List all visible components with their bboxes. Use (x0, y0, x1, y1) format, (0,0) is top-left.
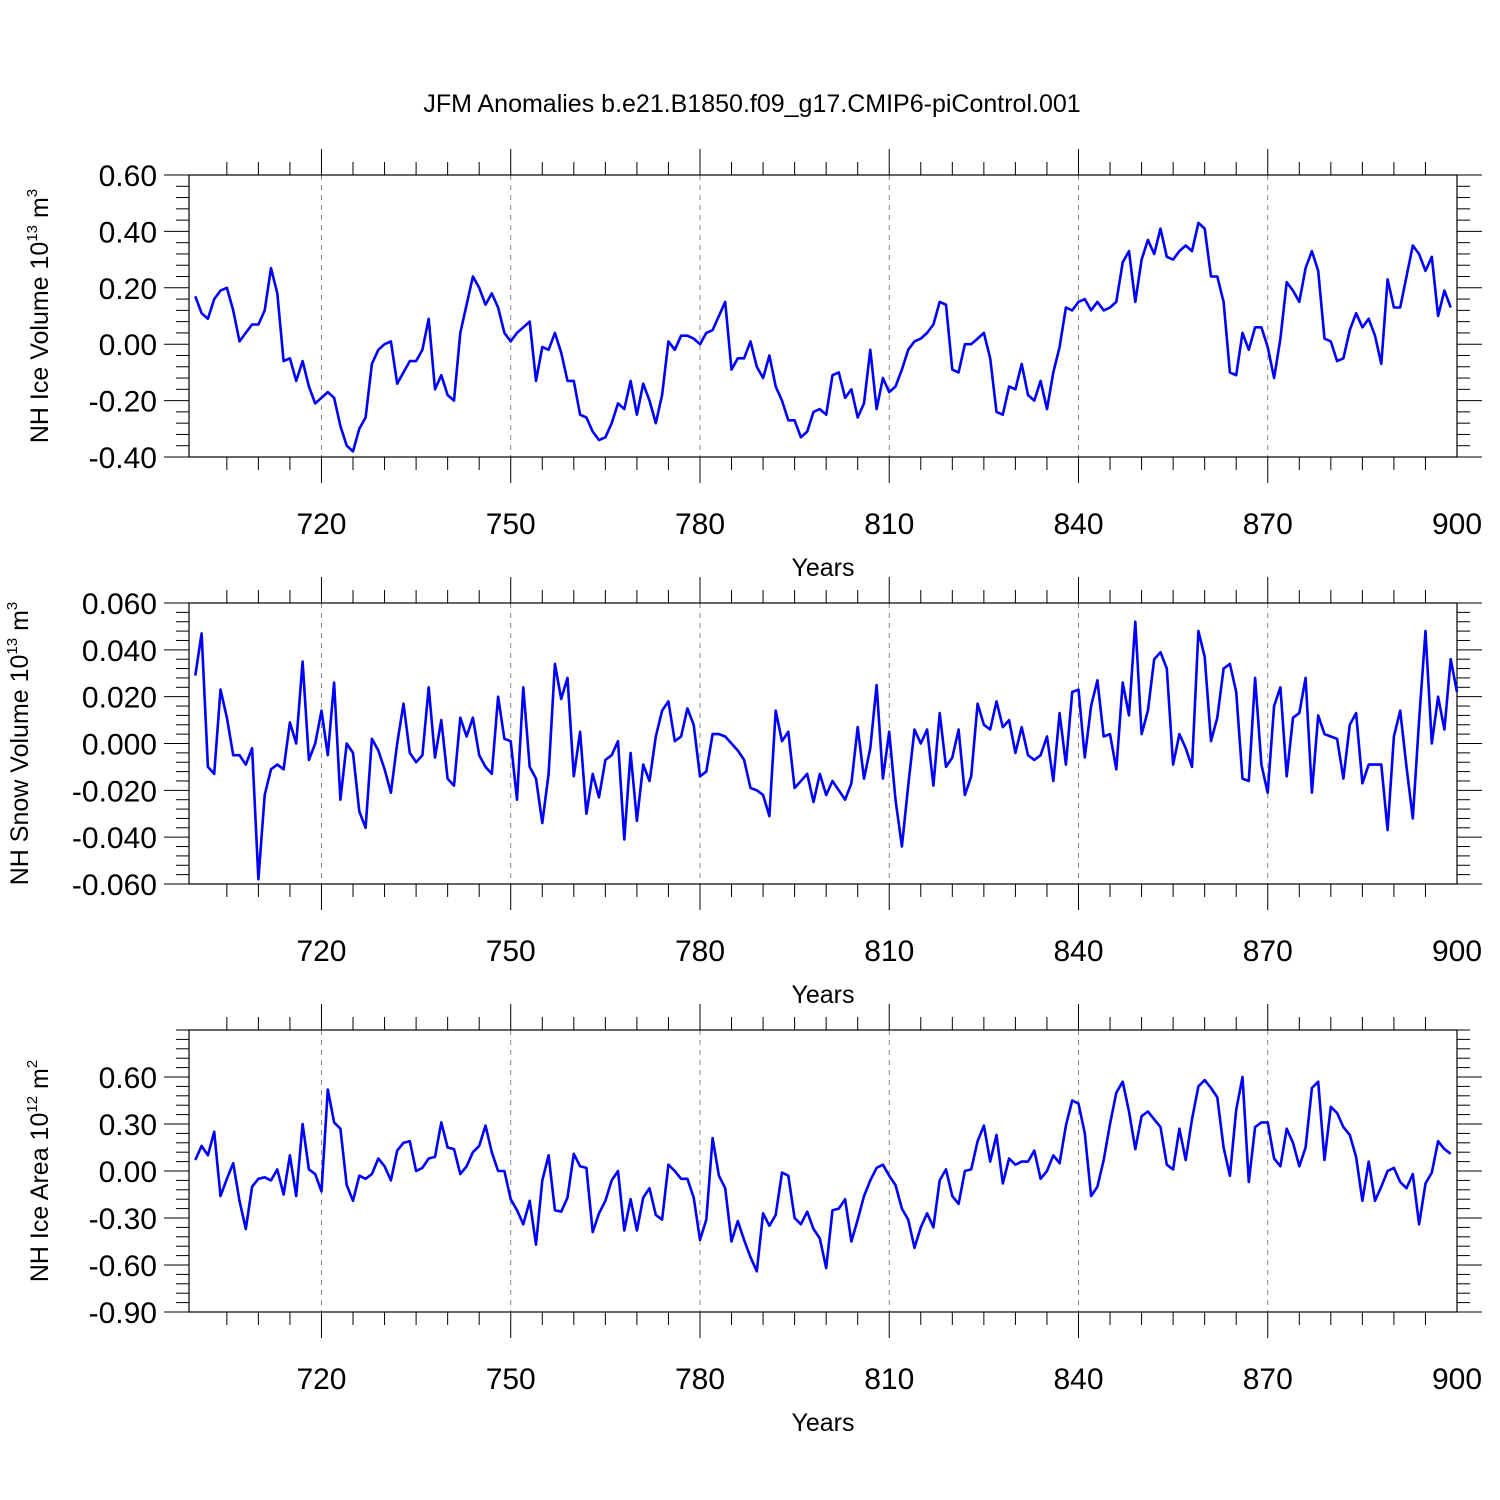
x-tick-label: 870 (1243, 508, 1293, 541)
y-axis-label: NH Ice Area 1012 m2 (24, 1060, 54, 1282)
y-axis-label-unit-exponent: 3 (24, 189, 41, 197)
x-tick-label: 750 (486, 508, 536, 541)
y-tick-label: -0.20 (89, 386, 157, 419)
series-line (194, 1075, 1452, 1273)
y-tick-label: 0.30 (99, 1109, 157, 1142)
y-axis-label: NH Snow Volume 1013 m3 (4, 602, 34, 886)
x-tick-label: 900 (1432, 935, 1482, 968)
plot-frame (188, 1029, 1458, 1313)
x-tick-label: 870 (1243, 935, 1293, 968)
y-axis-label-unit-exponent: 3 (4, 602, 21, 610)
x-tick-label: 810 (864, 935, 914, 968)
y-axis-label-unit-exponent: 2 (24, 1060, 41, 1068)
x-tick-label: 720 (296, 508, 346, 541)
y-axis-label-exponent: 13 (24, 225, 41, 242)
y-tick-label: 0.020 (82, 682, 157, 715)
x-tick-label: 840 (1053, 935, 1103, 968)
plot-frame (188, 174, 1458, 458)
x-tick-label: 780 (675, 1363, 725, 1396)
x-tick-label: 720 (296, 1363, 346, 1396)
x-tick-label: 810 (864, 1363, 914, 1396)
x-axis-label: Years (791, 1409, 854, 1437)
y-axis-label-exponent: 12 (24, 1096, 41, 1113)
y-tick-label: -0.90 (89, 1297, 157, 1330)
y-tick-label: 0.00 (99, 329, 157, 362)
chart-panel-1: 720 750 780 810 840 870 900 Years -0.40 -0.20 0.00… (24, 149, 1482, 582)
y-tick-label: -0.060 (72, 869, 157, 902)
x-tick-label: 870 (1243, 1363, 1293, 1396)
figure-title: JFM Anomalies b.e21.B1850.f09_g17.CMIP6-… (423, 90, 1080, 118)
y-tick-label: 0.40 (99, 216, 157, 249)
y-axis-label-exponent: 13 (4, 638, 21, 655)
y-axis-label-unit: m (6, 610, 34, 638)
y-tick-label: 0.000 (82, 729, 157, 762)
series-line (194, 221, 1452, 453)
y-tick-label: -0.040 (72, 822, 157, 855)
panels: 720 750 780 810 840 870 900 Years -0.40 -0.20 0.00… (4, 149, 1482, 1437)
y-tick-label: 0.60 (99, 160, 157, 193)
x-axis-label: Years (791, 981, 854, 1009)
x-tick-label: 900 (1432, 1363, 1482, 1396)
x-tick-label: 750 (486, 935, 536, 968)
x-tick-label: 750 (486, 1363, 536, 1396)
chart-panel-3: 720 750 780 810 840 870 900 Years -0.90 -0.60 -0.3… (24, 1004, 1482, 1437)
y-axis-label-text: NH Ice Volume 10 (26, 242, 54, 444)
plot-frame (188, 602, 1458, 885)
y-tick-label: -0.30 (89, 1203, 157, 1236)
y-axis-label-unit: m (26, 1068, 54, 1096)
y-tick-label: 0.060 (82, 588, 157, 621)
y-tick-label: 0.60 (99, 1062, 157, 1095)
y-axis-label-text: NH Snow Volume 10 (6, 655, 34, 886)
y-axis-label: NH Ice Volume 1013 m3 (24, 189, 54, 443)
y-axis-label-unit: m (26, 197, 54, 225)
y-tick-label: 0.040 (82, 635, 157, 668)
x-tick-label: 810 (864, 508, 914, 541)
series-line (194, 620, 1459, 881)
chart-panel-2: 720 750 780 810 840 870 900 Years -0.060 -0.040 -0… (4, 577, 1482, 1009)
x-tick-label: 720 (296, 935, 346, 968)
y-tick-label: 0.00 (99, 1156, 157, 1189)
x-tick-label: 780 (675, 935, 725, 968)
x-tick-label: 780 (675, 508, 725, 541)
y-axis-label-text: NH Ice Area 10 (26, 1113, 54, 1283)
y-tick-label: 0.20 (99, 273, 157, 306)
x-tick-label: 840 (1053, 508, 1103, 541)
y-tick-label: -0.40 (89, 442, 157, 475)
x-tick-label: 900 (1432, 508, 1482, 541)
y-tick-label: -0.60 (89, 1250, 157, 1283)
y-tick-label: -0.020 (72, 775, 157, 808)
x-axis-label: Years (791, 554, 854, 582)
x-tick-label: 840 (1053, 1363, 1103, 1396)
